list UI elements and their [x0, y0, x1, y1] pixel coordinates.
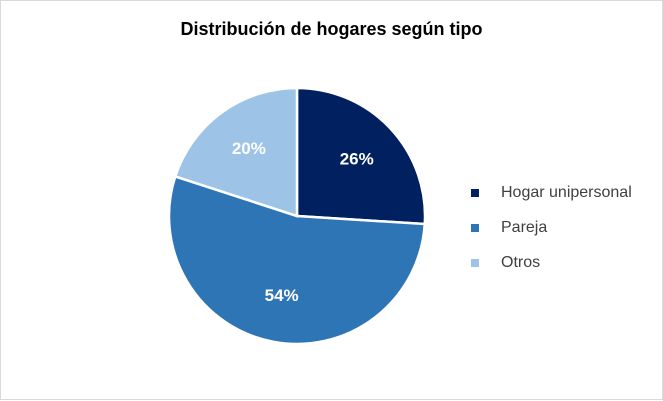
legend-label: Hogar unipersonal: [501, 183, 632, 201]
pie-slice-otros: [173, 86, 299, 218]
data-label-otros: 20%: [232, 139, 266, 158]
legend-item-hogar-unipersonal: Hogar unipersonal: [471, 175, 632, 210]
data-label-hogar-unipersonal: 26%: [340, 149, 374, 168]
pie-slice-hogar-unipersonal: [295, 86, 427, 226]
legend: Hogar unipersonal Pareja Otros: [471, 175, 632, 280]
legend-swatch: [471, 223, 479, 232]
chart-title: Distribución de hogares según tipo: [180, 19, 483, 39]
legend-item-otros: Otros: [471, 245, 632, 280]
legend-swatch: [471, 188, 479, 197]
data-label-pareja: 54%: [265, 286, 299, 305]
pie-slice-pareja: [167, 174, 427, 346]
legend-item-pareja: Pareja: [471, 210, 632, 245]
legend-label: Pareja: [501, 218, 548, 236]
legend-swatch: [471, 258, 479, 267]
legend-label: Otros: [501, 253, 541, 271]
